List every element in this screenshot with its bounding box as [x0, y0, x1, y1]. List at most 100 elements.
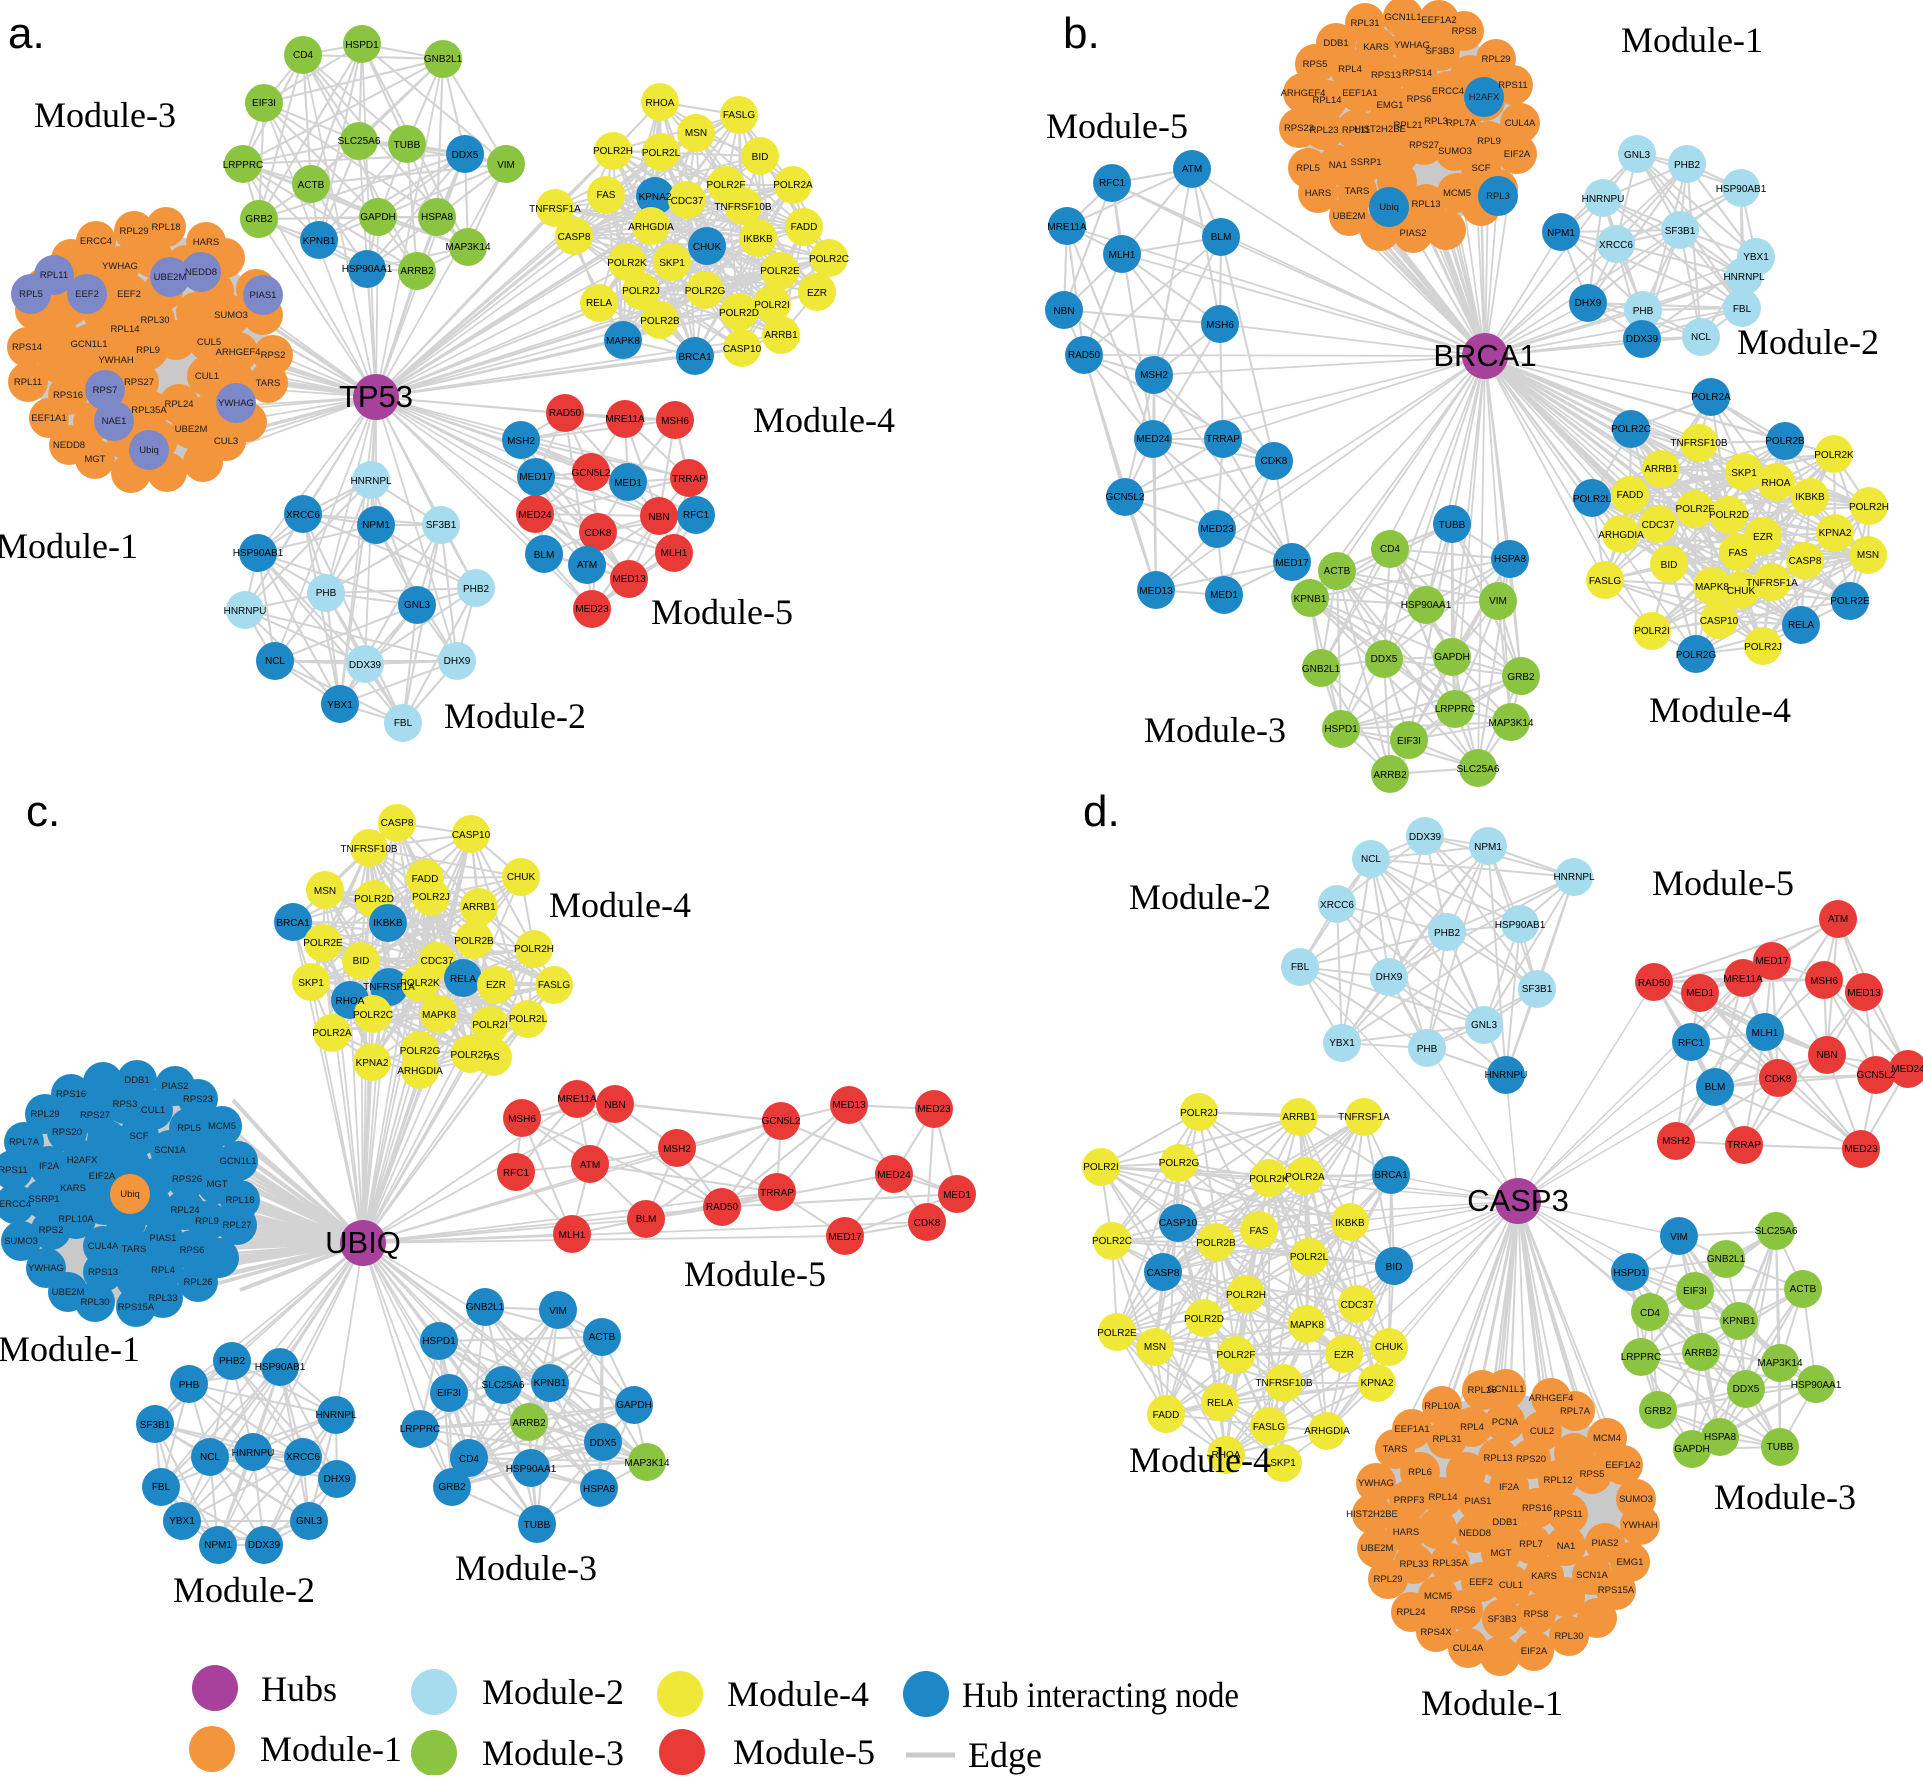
- svg-text:LRPPRC: LRPPRC: [223, 160, 264, 171]
- svg-text:BLM: BLM: [1705, 1082, 1726, 1093]
- svg-text:RPL5: RPL5: [177, 1123, 201, 1134]
- svg-text:RPL7A: RPL7A: [1560, 1406, 1591, 1417]
- svg-text:FASLG: FASLG: [723, 110, 755, 121]
- svg-text:DDX39: DDX39: [1409, 832, 1442, 843]
- svg-text:SUMO3: SUMO3: [1438, 146, 1472, 157]
- svg-text:PIAS2: PIAS2: [1400, 228, 1427, 239]
- svg-text:HSPD1: HSPD1: [1324, 724, 1358, 735]
- svg-text:TNFRSF1A: TNFRSF1A: [363, 982, 415, 993]
- svg-text:Module-5: Module-5: [1652, 863, 1794, 903]
- svg-text:Module-4: Module-4: [1129, 1440, 1271, 1480]
- svg-text:HSPA8: HSPA8: [583, 1484, 615, 1495]
- svg-text:CUL1: CUL1: [141, 1105, 165, 1116]
- svg-text:KPNA2: KPNA2: [356, 1058, 389, 1069]
- svg-text:RPS6: RPS6: [1451, 1605, 1476, 1616]
- svg-text:Hub interacting node: Hub interacting node: [962, 1675, 1239, 1715]
- svg-text:EIF2A: EIF2A: [89, 1171, 116, 1182]
- svg-text:EZR: EZR: [1753, 532, 1773, 543]
- svg-text:CASP8: CASP8: [1147, 1268, 1180, 1279]
- svg-text:RAD50: RAD50: [1638, 978, 1671, 989]
- svg-text:RPL14: RPL14: [1312, 95, 1341, 106]
- svg-text:RPL13: RPL13: [1483, 1453, 1512, 1464]
- svg-text:ERCC4: ERCC4: [1432, 86, 1464, 97]
- svg-text:RPS20: RPS20: [52, 1127, 82, 1138]
- svg-text:CDC37: CDC37: [421, 956, 454, 967]
- svg-text:BLM: BLM: [534, 550, 555, 561]
- svg-text:NBN: NBN: [648, 512, 669, 523]
- svg-text:MSH6: MSH6: [661, 416, 689, 427]
- svg-text:ERCC4: ERCC4: [80, 236, 112, 247]
- svg-text:HSPA8: HSPA8: [421, 212, 453, 223]
- svg-text:RPS14: RPS14: [12, 342, 42, 353]
- svg-text:ERCC4: ERCC4: [0, 1199, 31, 1210]
- svg-text:RPL4: RPL4: [1460, 1422, 1484, 1433]
- svg-text:SLC25A6: SLC25A6: [482, 1380, 525, 1391]
- svg-text:PIAS2: PIAS2: [162, 1081, 189, 1092]
- svg-text:RPS11: RPS11: [1498, 80, 1527, 91]
- svg-text:TUBB: TUBB: [1439, 520, 1466, 531]
- svg-text:RPL30: RPL30: [80, 1297, 109, 1308]
- svg-text:NEDD8: NEDD8: [1459, 1528, 1491, 1539]
- svg-text:NBN: NBN: [1816, 1050, 1837, 1061]
- svg-text:PCNA: PCNA: [1492, 1417, 1519, 1428]
- svg-text:MSN: MSN: [1144, 1342, 1166, 1353]
- svg-text:TUBB: TUBB: [394, 140, 421, 151]
- svg-text:MED17: MED17: [519, 472, 553, 483]
- svg-text:DHX9: DHX9: [324, 1474, 351, 1485]
- svg-text:CUL1: CUL1: [195, 371, 219, 382]
- svg-text:TUBB: TUBB: [524, 1520, 551, 1531]
- svg-text:RPS27: RPS27: [80, 1110, 110, 1121]
- svg-text:MED13: MED13: [832, 1100, 866, 1111]
- svg-text:MRE11A: MRE11A: [1047, 222, 1087, 233]
- svg-text:CDC37: CDC37: [1341, 1300, 1374, 1311]
- svg-text:CASP8: CASP8: [381, 818, 414, 829]
- svg-text:ARRB1: ARRB1: [462, 902, 496, 913]
- svg-text:HNRNPL: HNRNPL: [1723, 272, 1765, 283]
- svg-text:MSN: MSN: [314, 886, 336, 897]
- svg-text:POLR2K: POLR2K: [1814, 450, 1854, 461]
- svg-text:CDK8: CDK8: [1261, 456, 1288, 467]
- svg-text:DDX5: DDX5: [1733, 1384, 1760, 1395]
- svg-text:SUMO3: SUMO3: [214, 310, 248, 321]
- svg-text:GNB2L1: GNB2L1: [424, 54, 463, 65]
- svg-text:CUL4A: CUL4A: [1453, 1643, 1484, 1654]
- svg-text:MAP3K14: MAP3K14: [1488, 718, 1533, 729]
- svg-text:FASLG: FASLG: [538, 980, 570, 991]
- svg-text:RPL5: RPL5: [1296, 163, 1320, 174]
- svg-text:RPL26: RPL26: [1467, 1385, 1496, 1396]
- svg-text:DHX9: DHX9: [1575, 298, 1602, 309]
- svg-text:HNRNPU: HNRNPU: [224, 606, 267, 617]
- svg-text:GAPDH: GAPDH: [360, 212, 396, 223]
- svg-text:MRE11A: MRE11A: [557, 1094, 597, 1105]
- svg-text:RPS5: RPS5: [1580, 1469, 1605, 1480]
- svg-text:GCN5L2: GCN5L2: [572, 468, 611, 479]
- svg-text:TNFRSF1A: TNFRSF1A: [529, 204, 581, 215]
- svg-text:NPM1: NPM1: [1547, 228, 1575, 239]
- svg-text:Module-2: Module-2: [482, 1672, 624, 1712]
- svg-text:CASP8: CASP8: [1789, 556, 1822, 567]
- svg-text:MED1: MED1: [1210, 590, 1238, 601]
- svg-text:ARRB2: ARRB2: [512, 1418, 546, 1429]
- svg-text:CASP10: CASP10: [452, 830, 491, 841]
- svg-text:EEF1A1: EEF1A1: [1342, 88, 1377, 99]
- svg-text:PIAS1: PIAS1: [150, 1233, 177, 1244]
- svg-text:POLR2J: POLR2J: [1744, 642, 1782, 653]
- svg-text:MED24: MED24: [1891, 1064, 1923, 1075]
- svg-text:RHOA: RHOA: [646, 98, 675, 109]
- svg-text:ARRB1: ARRB1: [764, 330, 798, 341]
- svg-text:ATM: ATM: [1182, 164, 1202, 175]
- svg-text:RPS16: RPS16: [56, 1089, 86, 1100]
- svg-text:EEF2: EEF2: [1469, 1577, 1493, 1588]
- svg-text:POLR2L: POLR2L: [1573, 494, 1612, 505]
- svg-text:Module-1: Module-1: [1621, 20, 1763, 60]
- svg-text:BRCA1: BRCA1: [678, 352, 712, 363]
- svg-text:TUBB: TUBB: [1767, 1442, 1794, 1453]
- svg-text:TNFRSF10B: TNFRSF10B: [1670, 438, 1728, 449]
- svg-text:RPS23: RPS23: [1284, 123, 1314, 134]
- svg-text:SCN1A: SCN1A: [154, 1145, 186, 1156]
- svg-text:HSP90AA1: HSP90AA1: [506, 1464, 557, 1475]
- svg-text:RPL33: RPL33: [1399, 1559, 1428, 1570]
- svg-text:RPS3: RPS3: [113, 1099, 138, 1110]
- svg-text:ACTB: ACTB: [1324, 566, 1351, 577]
- svg-text:DDX39: DDX39: [248, 1540, 281, 1551]
